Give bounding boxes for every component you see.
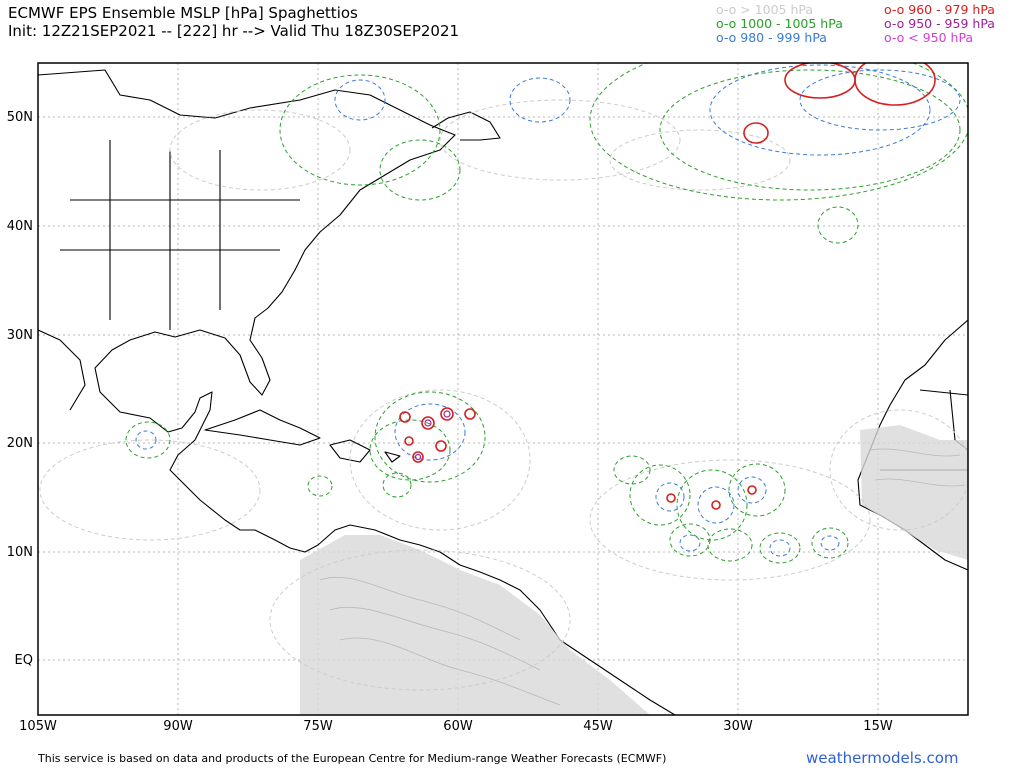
legend-950-959: o-o 950 - 959 hPa bbox=[884, 16, 995, 31]
x-tick-45w: 45W bbox=[583, 719, 613, 734]
terrain-contours bbox=[319, 448, 966, 706]
y-tick-10n: 10N bbox=[7, 545, 33, 560]
legend-gt1005: o-o > 1005 hPa bbox=[716, 2, 814, 17]
y-tick-50n: 50N bbox=[7, 110, 33, 125]
y-tick-20n: 20N bbox=[7, 436, 33, 451]
brand-link[interactable]: weathermodels.com bbox=[806, 749, 959, 767]
x-tick-75w: 75W bbox=[303, 719, 333, 734]
legend-1000-1005: o-o 1000 - 1005 hPa bbox=[716, 16, 843, 31]
y-axis-labels: 50N 40N 30N 20N 10N EQ bbox=[7, 110, 33, 668]
legend-lt950: o-o < 950 hPa bbox=[884, 30, 974, 45]
contours-960-979 bbox=[399, 63, 936, 510]
map-frame bbox=[37, 62, 969, 716]
contours-1000-1005 bbox=[125, 63, 968, 564]
map-title: ECMWF EPS Ensemble MSLP [hPa] Spaghettio… bbox=[8, 4, 358, 22]
y-tick-eq: EQ bbox=[15, 653, 33, 668]
contours-gt1005 bbox=[39, 99, 968, 691]
ecmwf-disclaimer: This service is based on data and produc… bbox=[38, 752, 667, 765]
x-tick-15w: 15W bbox=[863, 719, 893, 734]
x-tick-30w: 30W bbox=[723, 719, 753, 734]
x-tick-90w: 90W bbox=[163, 719, 193, 734]
contours-980-999 bbox=[135, 64, 961, 557]
x-tick-60w: 60W bbox=[443, 719, 473, 734]
y-tick-30n: 30N bbox=[7, 328, 33, 343]
legend-960-979: o-o 960 - 979 hPa bbox=[884, 2, 995, 17]
x-axis-labels: 105W 90W 75W 60W 45W 30W 15W bbox=[19, 719, 893, 734]
contours-950-959 bbox=[414, 410, 451, 461]
map-content bbox=[38, 63, 968, 715]
legend-980-999: o-o 980 - 999 hPa bbox=[716, 30, 827, 45]
map-subtitle: Init: 12Z21SEP2021 -- [222] hr --> Valid… bbox=[8, 22, 460, 40]
x-tick-105w: 105W bbox=[19, 719, 57, 734]
graticule bbox=[38, 63, 968, 715]
y-tick-40n: 40N bbox=[7, 219, 33, 234]
terrain-shading bbox=[300, 425, 968, 715]
